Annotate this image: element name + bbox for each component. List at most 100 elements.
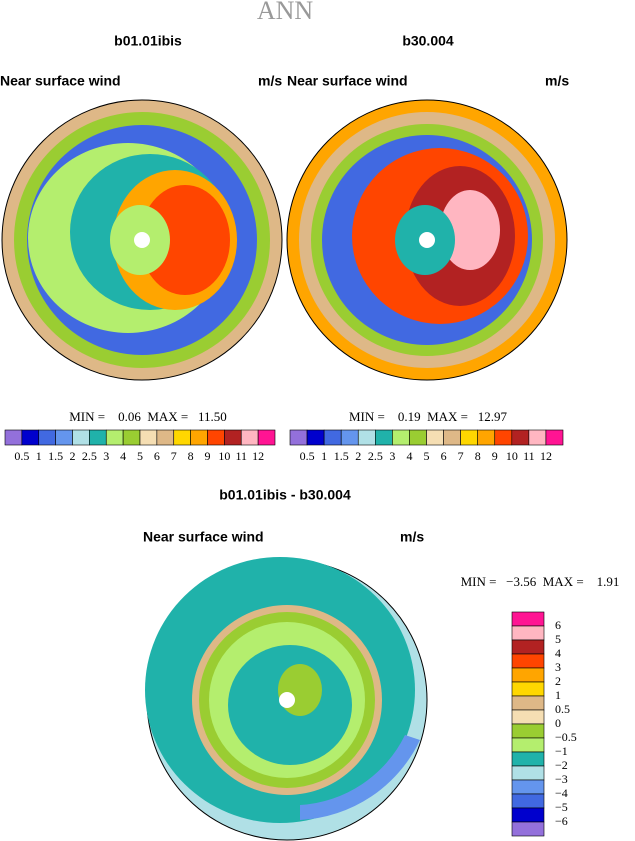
colorbar-box [511, 625, 545, 641]
colorbar-box [511, 807, 545, 823]
colorbar-label: 3 [389, 449, 395, 463]
colorbar-box [257, 429, 276, 446]
colorbar-box [240, 429, 259, 446]
colorbar-box [511, 653, 545, 669]
colorbar-label: 1 [555, 688, 561, 702]
colorbar-label: 0.5 [555, 702, 570, 716]
colorbar-label: 0.5 [300, 449, 315, 463]
colorbar-box [173, 429, 191, 446]
map [1, 99, 283, 381]
min-max: MIN = −3.56 MAX = 1.91 [461, 574, 620, 589]
colorbar-label: 0.5 [14, 449, 29, 463]
colorbar-box [511, 737, 545, 753]
colorbar-label: −0.5 [555, 730, 577, 744]
colorbar-box [139, 429, 158, 446]
colorbar-label: 2 [555, 674, 561, 688]
colorbar-label: 9 [492, 449, 498, 463]
colorbar-label: 8 [188, 449, 194, 463]
colorbar-box [89, 429, 107, 446]
colorbar-label: 5 [555, 632, 561, 646]
title: ANN [257, 0, 314, 25]
colorbar-label: −3 [555, 772, 568, 786]
colorbar-box [306, 429, 325, 446]
colorbar-label: 3 [555, 660, 561, 674]
panel-title: b01.01ibis [114, 33, 182, 49]
colorbar-label: −2 [555, 758, 568, 772]
map [145, 557, 428, 841]
colorbar-label: 4 [406, 449, 412, 463]
colorbar-box [494, 429, 513, 446]
colorbar-box [511, 611, 545, 627]
colorbar-box [21, 429, 40, 446]
colorbar-label: 6 [441, 449, 447, 463]
colorbar-label: 2.5 [82, 449, 97, 463]
colorbar-box [545, 429, 564, 446]
colorbar-label: 4 [555, 646, 561, 660]
colorbar-box [224, 429, 242, 446]
colorbar-label: 3 [103, 449, 109, 463]
colorbar-box [72, 429, 90, 446]
colorbar-label: 9 [205, 449, 211, 463]
colorbar-label: 2 [355, 449, 361, 463]
left-string: Near surface wind [0, 73, 121, 89]
panel-title: b01.01ibis - b30.004 [219, 487, 351, 503]
right-string: m/s [258, 73, 282, 89]
colorbar-label: 6 [154, 449, 160, 463]
left-string: Near surface wind [143, 529, 264, 545]
colorbar-label: 2 [70, 449, 76, 463]
colorbar-box [409, 429, 427, 446]
colorbar-box [511, 429, 530, 446]
colorbar-box [443, 429, 461, 446]
colorbar-box [511, 793, 545, 809]
colorbar-label: 4 [120, 449, 126, 463]
colorbar-label: 10 [506, 449, 518, 463]
colorbar-box [323, 429, 342, 446]
colorbar-label: −6 [555, 814, 568, 828]
colorbar-label: 7 [171, 449, 177, 463]
colorbar-box [190, 429, 208, 446]
colorbar-label: −5 [555, 800, 568, 814]
min-max: MIN = 0.06 MAX = 11.50 [69, 409, 227, 424]
panel-title: b30.004 [402, 33, 454, 49]
min-max: MIN = 0.19 MAX = 12.97 [349, 409, 508, 424]
right-string: m/s [545, 73, 569, 89]
colorbar-box [105, 429, 124, 446]
colorbar-label: −1 [555, 744, 568, 758]
right-string: m/s [400, 529, 424, 545]
colorbar-box [511, 821, 545, 837]
colorbar-label: 10 [218, 449, 230, 463]
colorbar-box [122, 429, 141, 446]
colorbar-label: 11 [235, 449, 247, 463]
colorbar-box [55, 429, 73, 446]
map [286, 99, 568, 381]
colorbar-box [511, 667, 545, 683]
colorbar-box [511, 681, 545, 697]
colorbar-label: 6 [555, 618, 561, 632]
colorbar-label: 7 [458, 449, 464, 463]
colorbar-label: 1 [321, 449, 327, 463]
colorbar-label: 12 [540, 449, 552, 463]
colorbar-label: 0 [555, 716, 561, 730]
colorbar-box [207, 429, 225, 446]
colorbar-label: 12 [252, 449, 264, 463]
colorbar-box [528, 429, 547, 446]
colorbar-label: 2.5 [368, 449, 383, 463]
colorbar-box [375, 429, 393, 446]
colorbar-box [38, 429, 56, 446]
colorbar-box [156, 429, 175, 446]
colorbar-label: 5 [424, 449, 430, 463]
colorbar-box [511, 779, 545, 795]
colorbar-box [357, 429, 376, 446]
colorbar-label: 11 [523, 449, 535, 463]
colorbar-box [511, 751, 545, 767]
colorbar-box [511, 695, 545, 711]
colorbar-box [426, 429, 444, 446]
colorbar-box [392, 429, 410, 446]
colorbar-box [289, 429, 308, 446]
colorbar-box [511, 639, 545, 655]
colorbar-box [477, 429, 496, 446]
colorbar-box [340, 429, 359, 446]
left-string: Near surface wind [287, 73, 408, 89]
colorbar-box [511, 723, 545, 739]
